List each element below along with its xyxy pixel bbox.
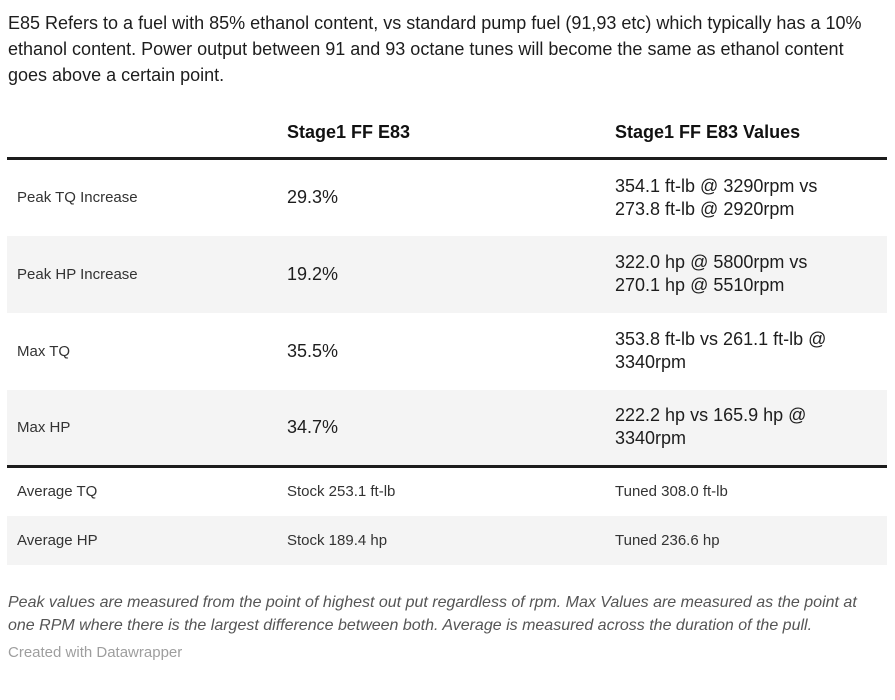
table-row-average-tq: Average TQ Stock 253.1 ft-lb Tuned 308.0… <box>7 465 887 516</box>
table-row-average-hp: Average HP Stock 189.4 hp Tuned 236.6 hp <box>7 515 887 565</box>
row-percent-value: 34.7% <box>287 416 339 437</box>
table-row-peak-tq: Peak TQ Increase 29.3% 354.1 ft-lb @ 329… <box>7 159 887 236</box>
table-row-max-tq: Max TQ 35.5% 353.8 ft-lb vs 261.1 ft-lb … <box>7 313 887 390</box>
table-row-max-hp: Max HP 34.7% 222.2 hp vs 165.9 hp @ 3340… <box>7 389 887 467</box>
row-label: Average TQ <box>7 465 277 516</box>
data-table: Stage1 FF E83 Stage1 FF E83 Values Peak … <box>7 106 887 565</box>
row-detail-value: 354.1 ft-lb @ 3290rpm vs 273.8 ft-lb @ 2… <box>615 175 818 219</box>
row-detail-value: 353.8 ft-lb vs 261.1 ft-lb @ 3340rpm <box>615 329 827 372</box>
header-cell-empty <box>7 106 277 160</box>
intro-text: E85 Refers to a fuel with 85% ethanol co… <box>8 13 862 85</box>
row-percent-value: 19.2% <box>287 263 339 284</box>
footnote-text: Peak values are measured from the point … <box>8 593 857 634</box>
datawrapper-attribution-link[interactable]: Created with Datawrapper <box>8 643 183 661</box>
row-label: Peak TQ Increase <box>17 189 138 207</box>
row-label: Max HP <box>17 418 71 436</box>
header-cell-stage1-ff-e83-values: Stage1 FF E83 Values <box>605 106 887 160</box>
row-label: Max TQ <box>17 342 71 360</box>
row-percent-value: 35.5% <box>287 340 339 361</box>
row-detail-value: 222.2 hp vs 165.9 hp @ 3340rpm <box>615 405 807 449</box>
row-tuned-value: Tuned 236.6 hp <box>615 531 720 549</box>
header-row: Stage1 FF E83 Stage1 FF E83 Values <box>7 106 887 160</box>
row-tuned-value: Tuned 308.0 ft-lb <box>605 465 887 516</box>
header-cell-stage1-ff-e83: Stage1 FF E83 <box>277 106 605 160</box>
table-header: Stage1 FF E83 Stage1 FF E83 Values <box>7 106 887 160</box>
row-label: Average HP <box>17 531 98 549</box>
row-stock-value: Stock 189.4 hp <box>287 531 388 549</box>
row-percent-value: 29.3% <box>287 187 339 208</box>
table-row-peak-hp: Peak HP Increase 19.2% 322.0 hp @ 5800rp… <box>7 235 887 313</box>
row-stock-value: Stock 253.1 ft-lb <box>277 465 605 516</box>
table-body: Peak TQ Increase 29.3% 354.1 ft-lb @ 329… <box>7 159 887 565</box>
row-label: Peak HP Increase <box>17 265 138 283</box>
row-detail-value: 322.0 hp @ 5800rpm vs 270.1 hp @ 5510rpm <box>615 252 808 295</box>
